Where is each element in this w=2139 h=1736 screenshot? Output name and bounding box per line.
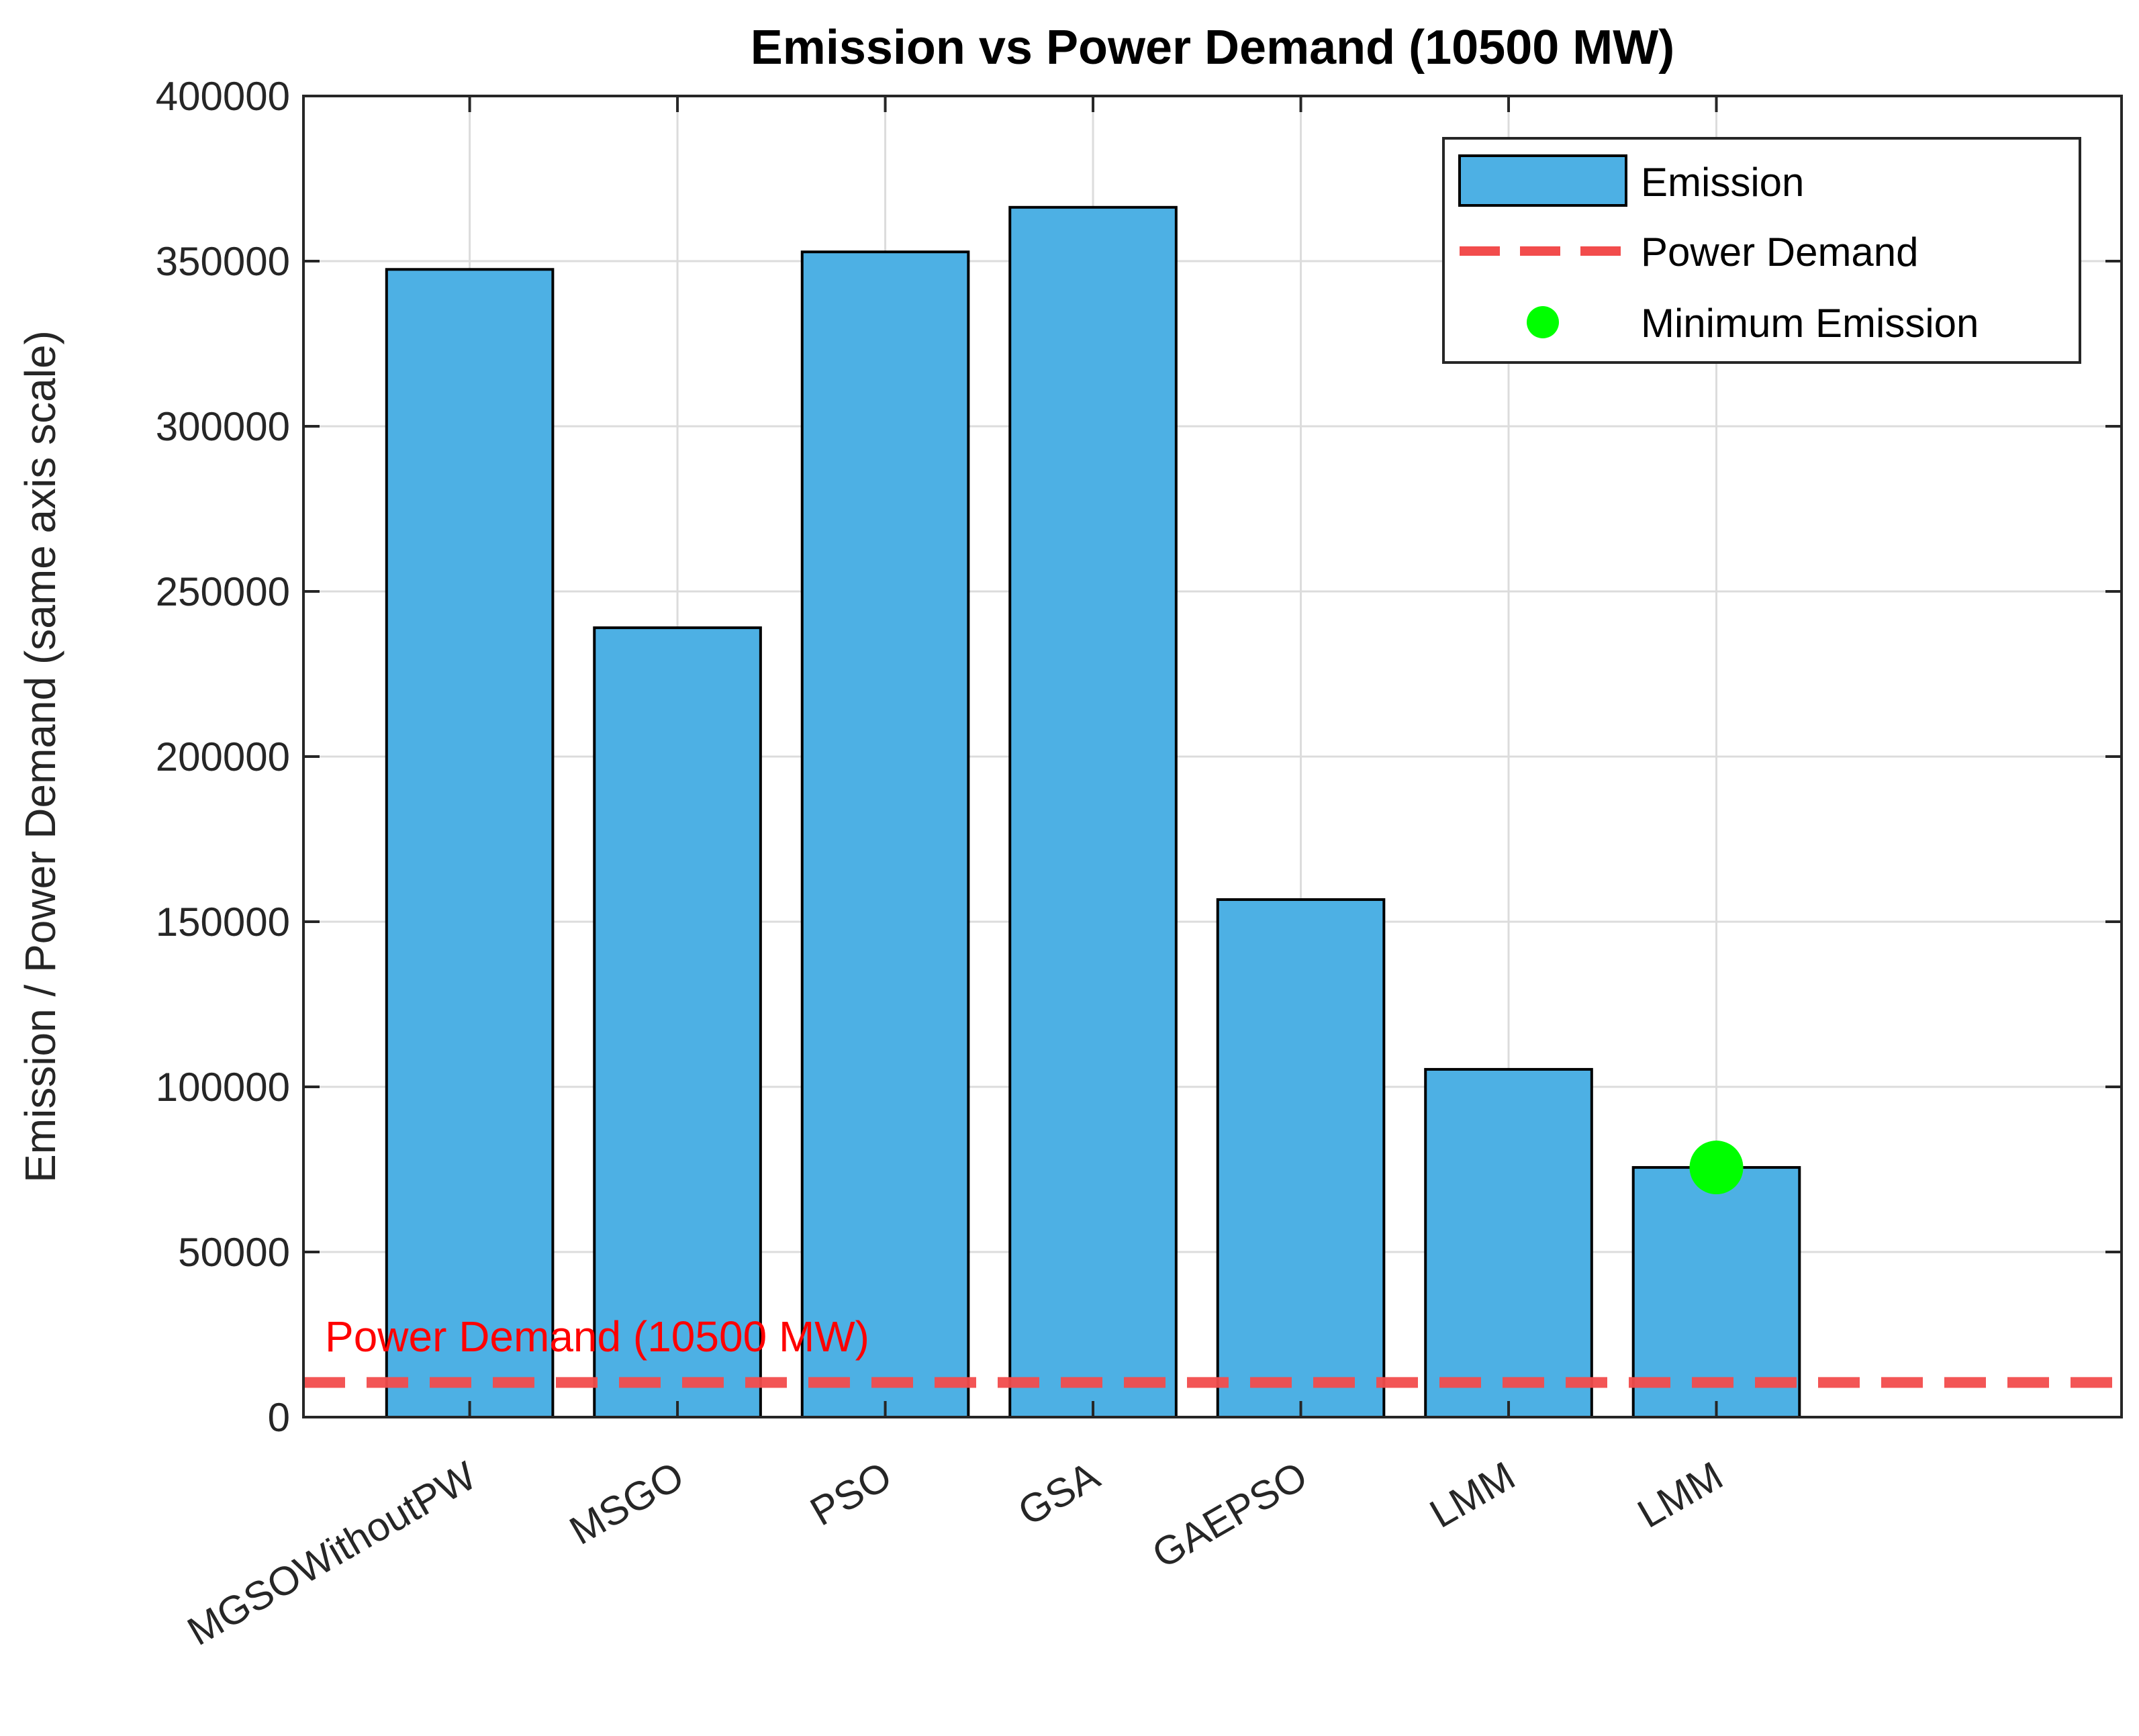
y-tick-label: 250000 — [156, 569, 290, 614]
legend-minimum-emission-label: Minimum Emission — [1641, 301, 1979, 346]
legend-emission-swatch — [1458, 154, 1627, 207]
legend: Emission Power Demand Minimum Emission — [1442, 137, 2081, 364]
legend-minimum-emission-swatch — [1527, 306, 1559, 338]
bar — [1424, 1067, 1593, 1418]
y-tick-label: 400000 — [156, 74, 290, 119]
y-axis-label: Emission / Power Demand (same axis scale… — [16, 330, 64, 1183]
y-tick-label: 150000 — [156, 900, 290, 945]
chart-title: Emission vs Power Demand (10500 MW) — [751, 21, 1674, 75]
y-tick-label: 50000 — [178, 1230, 290, 1275]
minimum-marker-group — [1689, 1141, 1744, 1195]
minimum-emission-marker — [1689, 1141, 1744, 1195]
y-tick-label: 0 — [268, 1395, 290, 1440]
bar — [800, 250, 970, 1418]
y-tick-label: 100000 — [156, 1065, 290, 1110]
legend-power-demand-label: Power Demand — [1641, 230, 1919, 275]
bar — [1008, 205, 1178, 1419]
bars-group — [385, 205, 1801, 1419]
bar — [1216, 898, 1386, 1418]
y-tick-label: 300000 — [156, 404, 290, 449]
y-tick-label: 350000 — [156, 239, 290, 284]
legend-emission-label: Emission — [1641, 160, 1804, 205]
bar — [593, 626, 762, 1418]
y-axis-ticks: 0 50000 100000 150000 200000 250000 300000 3500… — [156, 74, 2122, 1440]
y-tick-label: 200000 — [156, 734, 290, 779]
power-demand-annotation: Power Demand (10500 MW) — [325, 1312, 869, 1361]
bar — [385, 268, 555, 1418]
